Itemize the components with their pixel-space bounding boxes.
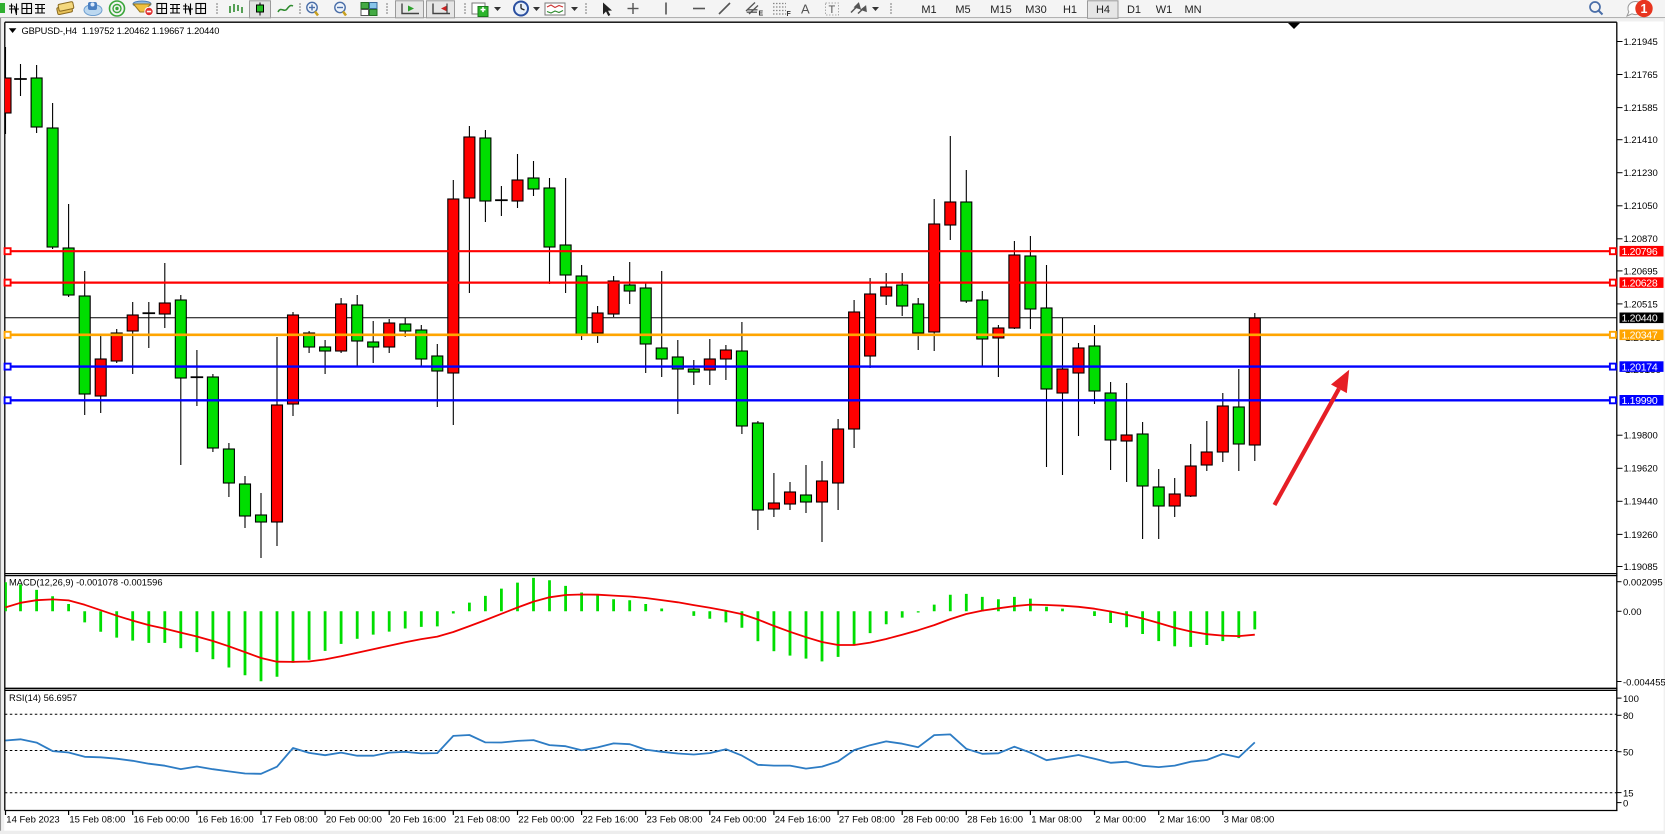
svg-text:1.21945: 1.21945 <box>1624 37 1658 48</box>
svg-text:0.002095: 0.002095 <box>1623 578 1663 589</box>
svg-text:1.19085: 1.19085 <box>1624 562 1658 573</box>
svg-text:1.20628: 1.20628 <box>1622 278 1658 290</box>
svg-text:3 Mar 08:00: 3 Mar 08:00 <box>1224 815 1275 826</box>
svg-text:1.19990: 1.19990 <box>1622 395 1658 407</box>
svg-text:1.21050: 1.21050 <box>1624 201 1658 212</box>
svg-text:20 Feb 00:00: 20 Feb 00:00 <box>326 815 382 826</box>
svg-text:1.20796: 1.20796 <box>1622 246 1658 258</box>
svg-text:24 Feb 16:00: 24 Feb 16:00 <box>775 815 831 826</box>
svg-text:0.00: 0.00 <box>1623 607 1642 618</box>
svg-text:1.20174: 1.20174 <box>1622 362 1658 374</box>
svg-text:M1: M1 <box>921 4 936 16</box>
svg-text:80: 80 <box>1623 711 1634 722</box>
svg-text:1.20440: 1.20440 <box>1622 313 1658 325</box>
svg-text:1.21230: 1.21230 <box>1624 168 1658 179</box>
svg-text:21 Feb 08:00: 21 Feb 08:00 <box>454 815 510 826</box>
svg-text:100: 100 <box>1623 694 1639 705</box>
svg-text:GBPUSD-,H4 1.19752 1.20462 1.: GBPUSD-,H4 1.19752 1.20462 1.19667 1.204… <box>22 26 220 36</box>
svg-text:H1: H1 <box>1063 4 1077 16</box>
svg-text:28 Feb 00:00: 28 Feb 00:00 <box>903 815 959 826</box>
svg-text:MN: MN <box>1184 4 1201 16</box>
svg-text:H4: H4 <box>1096 4 1110 16</box>
svg-text:1.19260: 1.19260 <box>1624 530 1658 541</box>
svg-text:15 Feb 08:00: 15 Feb 08:00 <box>69 815 125 826</box>
svg-text:MACD(12,26,9) -0.001078 -0.001: MACD(12,26,9) -0.001078 -0.001596 <box>9 578 163 588</box>
svg-text:W1: W1 <box>1156 4 1173 16</box>
svg-text:22 Feb 16:00: 22 Feb 16:00 <box>582 815 638 826</box>
svg-text:16 Feb 00:00: 16 Feb 00:00 <box>134 815 190 826</box>
svg-text:1.19620: 1.19620 <box>1624 464 1658 475</box>
svg-text:M30: M30 <box>1025 4 1046 16</box>
svg-text:1 Mar 08:00: 1 Mar 08:00 <box>1031 815 1082 826</box>
svg-text:RSI(14) 56.6957: RSI(14) 56.6957 <box>9 693 77 703</box>
svg-text:15: 15 <box>1623 788 1634 799</box>
svg-text:1.19800: 1.19800 <box>1624 431 1658 442</box>
svg-text:D1: D1 <box>1127 4 1141 16</box>
svg-text:27 Feb 08:00: 27 Feb 08:00 <box>839 815 895 826</box>
svg-text:14 Feb 2023: 14 Feb 2023 <box>6 815 59 826</box>
svg-text:T: T <box>829 4 836 16</box>
svg-text:1.20515: 1.20515 <box>1624 299 1658 310</box>
svg-text:1.21410: 1.21410 <box>1624 135 1658 146</box>
svg-text:17 Feb 08:00: 17 Feb 08:00 <box>262 815 318 826</box>
svg-text:22 Feb 00:00: 22 Feb 00:00 <box>518 815 574 826</box>
svg-text:1.20695: 1.20695 <box>1624 266 1658 277</box>
svg-text:1: 1 <box>1641 2 1648 16</box>
svg-text:1.20347: 1.20347 <box>1622 330 1658 342</box>
svg-text:23 Feb 08:00: 23 Feb 08:00 <box>647 815 703 826</box>
svg-text:M5: M5 <box>955 4 970 16</box>
svg-text:F: F <box>787 11 792 18</box>
svg-text:0: 0 <box>1623 798 1628 809</box>
svg-text:1.21585: 1.21585 <box>1624 103 1658 114</box>
svg-text:A: A <box>801 2 810 17</box>
svg-text:1.20870: 1.20870 <box>1624 234 1658 245</box>
svg-text:16 Feb 16:00: 16 Feb 16:00 <box>198 815 254 826</box>
svg-text:M15: M15 <box>990 4 1011 16</box>
svg-text:2 Mar 16:00: 2 Mar 16:00 <box>1160 815 1211 826</box>
svg-text:1.21765: 1.21765 <box>1624 70 1658 81</box>
svg-text:1.19440: 1.19440 <box>1624 497 1658 508</box>
svg-text:2 Mar 00:00: 2 Mar 00:00 <box>1095 815 1146 826</box>
svg-text:-0.004455: -0.004455 <box>1623 677 1665 688</box>
svg-text:20 Feb 16:00: 20 Feb 16:00 <box>390 815 446 826</box>
svg-text:24 Feb 00:00: 24 Feb 00:00 <box>711 815 767 826</box>
svg-text:28 Feb 16:00: 28 Feb 16:00 <box>967 815 1023 826</box>
svg-text:E: E <box>759 11 764 18</box>
svg-text:50: 50 <box>1623 748 1634 759</box>
